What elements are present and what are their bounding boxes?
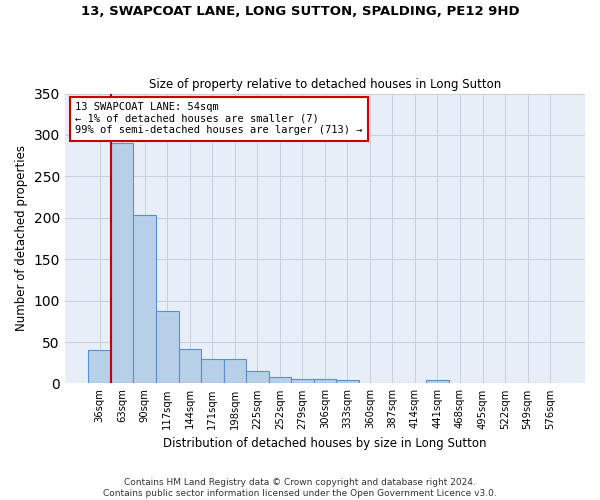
Text: 13 SWAPCOAT LANE: 54sqm
← 1% of detached houses are smaller (7)
99% of semi-deta: 13 SWAPCOAT LANE: 54sqm ← 1% of detached… [75,102,362,136]
Bar [269,377,291,384]
Bar [156,312,179,384]
Title: Size of property relative to detached houses in Long Sutton: Size of property relative to detached ho… [149,78,501,91]
Bar [246,371,269,384]
Bar [179,348,201,384]
Bar [88,350,111,384]
Bar [291,380,314,384]
Bar [314,380,336,384]
Bar [201,358,224,384]
X-axis label: Distribution of detached houses by size in Long Sutton: Distribution of detached houses by size … [163,437,487,450]
Bar [133,216,156,384]
Y-axis label: Number of detached properties: Number of detached properties [15,146,28,332]
Bar [426,380,449,384]
Text: Contains HM Land Registry data © Crown copyright and database right 2024.
Contai: Contains HM Land Registry data © Crown c… [103,478,497,498]
Text: 13, SWAPCOAT LANE, LONG SUTTON, SPALDING, PE12 9HD: 13, SWAPCOAT LANE, LONG SUTTON, SPALDING… [80,5,520,18]
Bar [224,358,246,384]
Bar [336,380,359,384]
Bar [111,143,133,384]
